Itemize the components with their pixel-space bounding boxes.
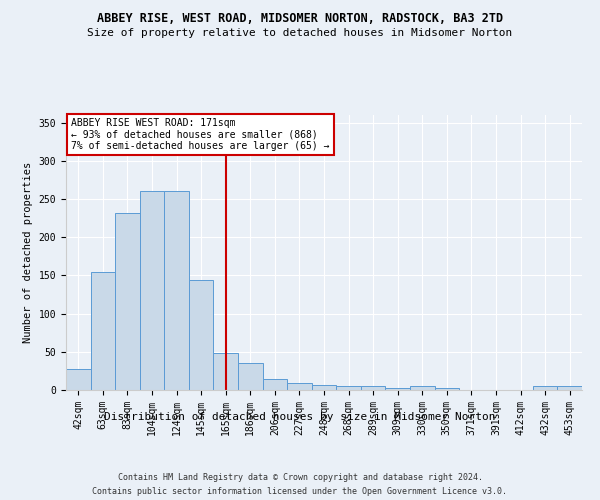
Bar bbox=[189, 280, 214, 390]
Bar bbox=[214, 352, 238, 390]
Bar bbox=[164, 192, 189, 390]
Bar bbox=[140, 192, 164, 390]
Text: Distribution of detached houses by size in Midsomer Norton: Distribution of detached houses by size … bbox=[104, 412, 496, 422]
Bar bbox=[312, 386, 336, 390]
Text: Contains public sector information licensed under the Open Government Licence v3: Contains public sector information licen… bbox=[92, 488, 508, 496]
Y-axis label: Number of detached properties: Number of detached properties bbox=[23, 162, 33, 343]
Bar bbox=[336, 386, 361, 390]
Text: ABBEY RISE, WEST ROAD, MIDSOMER NORTON, RADSTOCK, BA3 2TD: ABBEY RISE, WEST ROAD, MIDSOMER NORTON, … bbox=[97, 12, 503, 26]
Bar bbox=[434, 388, 459, 390]
Text: Size of property relative to detached houses in Midsomer Norton: Size of property relative to detached ho… bbox=[88, 28, 512, 38]
Text: Contains HM Land Registry data © Crown copyright and database right 2024.: Contains HM Land Registry data © Crown c… bbox=[118, 472, 482, 482]
Bar bbox=[385, 388, 410, 390]
Bar bbox=[361, 386, 385, 390]
Bar bbox=[410, 386, 434, 390]
Text: ABBEY RISE WEST ROAD: 171sqm
← 93% of detached houses are smaller (868)
7% of se: ABBEY RISE WEST ROAD: 171sqm ← 93% of de… bbox=[71, 118, 329, 151]
Bar bbox=[115, 213, 140, 390]
Bar bbox=[66, 368, 91, 390]
Bar bbox=[238, 362, 263, 390]
Bar bbox=[91, 272, 115, 390]
Bar bbox=[263, 378, 287, 390]
Bar bbox=[287, 383, 312, 390]
Bar bbox=[557, 386, 582, 390]
Bar bbox=[533, 386, 557, 390]
